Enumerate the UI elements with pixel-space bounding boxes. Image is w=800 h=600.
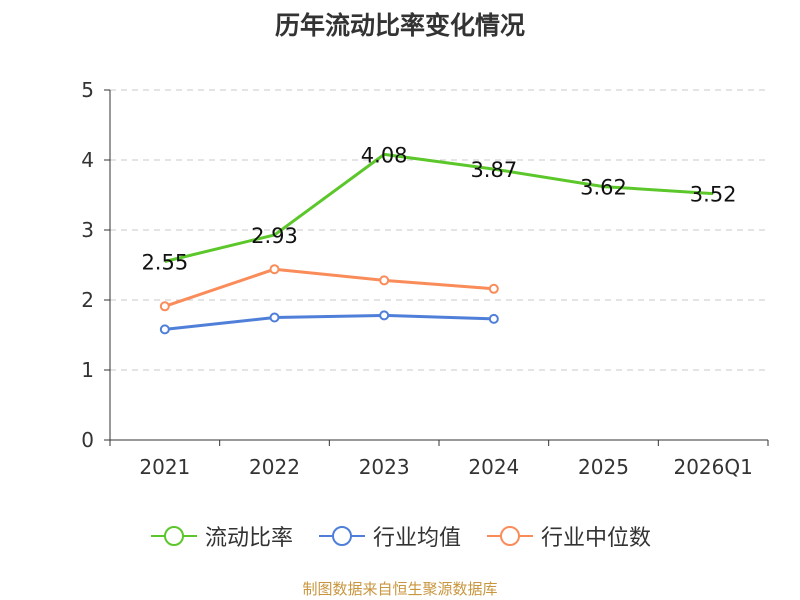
x-tick-label: 2022	[249, 455, 300, 479]
data-label: 2.55	[141, 251, 188, 275]
x-tick-label: 2025	[578, 455, 629, 479]
chart-title: 历年流动比率变化情况	[274, 11, 525, 40]
x-tick-label: 2021	[139, 455, 190, 479]
x-tick-label: 2023	[359, 455, 410, 479]
data-point	[159, 301, 170, 312]
data-label: 3.87	[470, 158, 517, 182]
series-line-2	[164, 267, 494, 308]
legend-swatch-icon	[318, 526, 365, 546]
legend-swatch-icon	[487, 526, 533, 546]
chart-legend: 流动比率 行业均值 行业中位数	[0, 520, 800, 552]
data-label: 3.62	[580, 176, 627, 200]
data-point	[269, 312, 280, 323]
y-tick-label: 3	[81, 218, 94, 242]
data-label: 4.08	[361, 143, 408, 167]
series-line-1	[164, 313, 494, 331]
data-point	[269, 264, 280, 275]
legend-item[interactable]: 行业均值	[317, 520, 461, 552]
data-label: 2.93	[251, 224, 298, 248]
x-tick-label: 2026Q1	[673, 455, 752, 479]
data-point	[488, 313, 499, 324]
x-tick-label: 2024	[468, 455, 519, 479]
y-tick-label: 4	[81, 148, 94, 172]
legend-swatch-icon	[150, 526, 197, 546]
y-tick-label: 5	[81, 78, 94, 102]
y-tick-label: 2	[81, 288, 94, 312]
y-tick-label: 0	[81, 428, 94, 452]
data-point	[379, 275, 390, 286]
legend-item[interactable]: 流动比率	[149, 520, 293, 552]
data-point	[159, 324, 170, 335]
data-point	[379, 310, 390, 321]
data-label: 3.52	[690, 183, 737, 207]
legend-label: 行业中位数	[541, 526, 652, 551]
y-tick-label: 1	[81, 358, 94, 382]
series-line-0	[164, 152, 714, 263]
data-source-note: 制图数据来自恒生聚源数据库	[302, 580, 498, 598]
legend-label: 行业均值	[372, 526, 461, 551]
data-point	[488, 283, 499, 294]
legend-item[interactable]: 行业中位数	[485, 520, 651, 552]
legend-label: 流动比率	[204, 526, 293, 551]
